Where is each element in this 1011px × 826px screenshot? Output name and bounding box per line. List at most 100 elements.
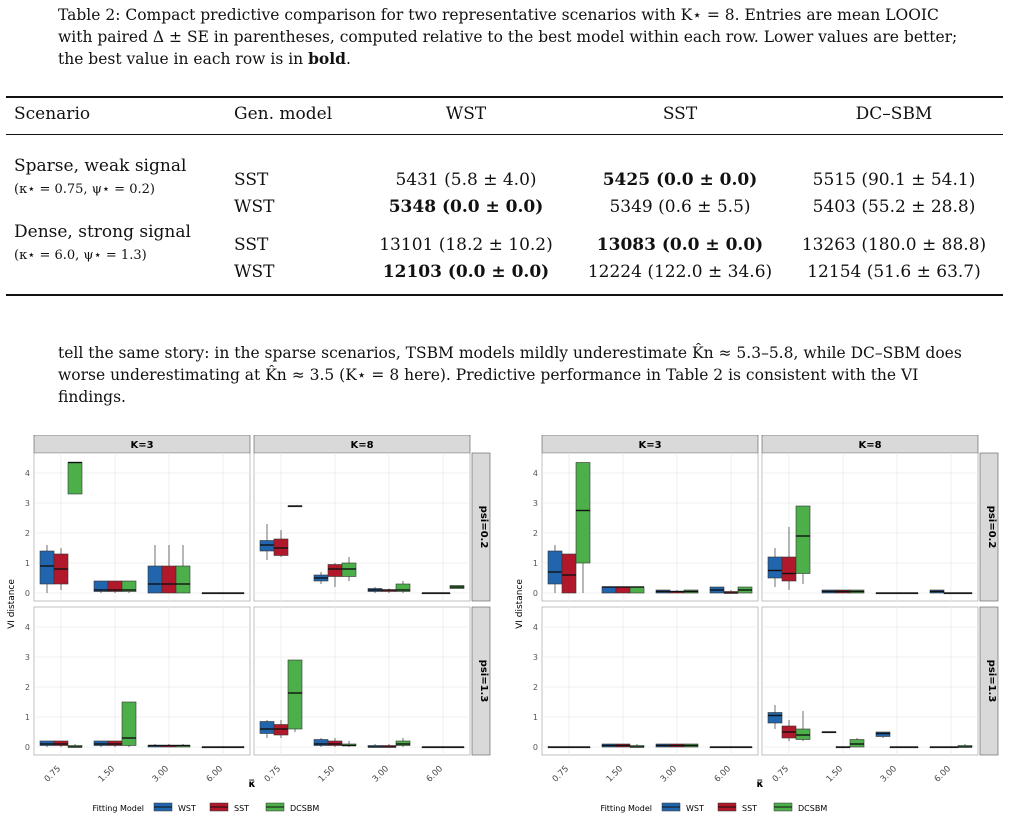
header-gen-model: Gen. model	[234, 104, 333, 124]
x-tick-label: 6.00	[713, 764, 733, 784]
box-wst	[767, 556, 783, 579]
table-caption: Table 2: Compact predictive comparison f…	[58, 4, 963, 70]
box-wst	[259, 540, 275, 552]
y-tick-label: 1	[533, 713, 538, 722]
x-axis-label: κ̅	[756, 779, 763, 790]
box-sst	[327, 740, 343, 746]
y-tick-label: 1	[25, 559, 30, 568]
x-tick-label: 6.00	[933, 764, 953, 784]
table-cell: 5403 (55.2 ± 28.8)	[812, 197, 976, 217]
table-cell-best: 13083 (0.0 ± 0.0)	[596, 235, 764, 255]
caption-bold-word: bold	[308, 49, 346, 68]
table-cell: 5349 (0.6 ± 5.5)	[609, 197, 751, 217]
box-sst	[273, 538, 289, 556]
scenario-label: Sparse, weak signal	[14, 156, 187, 176]
legend-label: WST	[686, 804, 704, 813]
gen-model-cell: SST	[234, 170, 269, 190]
y-tick-label: 0	[533, 589, 538, 598]
scenario-label: Dense, strong signal	[14, 222, 191, 242]
gen-model-cell: SST	[234, 235, 269, 255]
box-dcsbm	[795, 728, 811, 740]
box-sst	[107, 740, 123, 746]
box-dcsbm	[795, 505, 811, 574]
facet-strip	[471, 606, 491, 756]
table-cell: 5431 (5.8 ± 4.0)	[395, 170, 537, 190]
box-dcsbm	[575, 462, 591, 564]
box-wst	[39, 550, 55, 585]
facet-strip	[979, 606, 999, 756]
scenario-params: (κ⋆ = 0.75, ψ⋆ = 0.2)	[14, 182, 155, 197]
table-cell-best: 5425 (0.0 ± 0.0)	[602, 170, 758, 190]
y-tick-label: 0	[25, 589, 30, 598]
box-dcsbm	[287, 659, 303, 730]
x-tick-label: 3.00	[151, 764, 171, 784]
y-tick-label: 4	[25, 623, 30, 632]
body-paragraph: tell the same story: in the sparse scena…	[58, 344, 962, 406]
y-tick-label: 2	[533, 683, 538, 692]
caption-suffix: .	[345, 50, 351, 68]
facet-strip-label: K=8	[858, 440, 881, 451]
legend-label: DCSBM	[798, 804, 827, 813]
box-sst	[53, 740, 69, 746]
table-cell: 12154 (51.6 ± 63.7)	[807, 262, 981, 282]
legend-label: SST	[742, 804, 757, 813]
table-cell: 13101 (18.2 ± 10.2)	[379, 235, 553, 255]
y-tick-label: 0	[533, 743, 538, 752]
x-tick-label: 6.00	[425, 764, 445, 784]
x-tick-label: 0.75	[43, 764, 63, 784]
facet-strip-label: K=8	[350, 440, 373, 451]
table-cell: 12224 (122.0 ± 34.6)	[587, 262, 773, 282]
y-tick-label: 2	[25, 529, 30, 538]
box-sst	[561, 553, 577, 594]
box-wst	[39, 740, 55, 746]
header-wst: WST	[445, 104, 487, 124]
x-tick-label: 1.50	[605, 764, 625, 784]
y-tick-label: 2	[533, 529, 538, 538]
box-sst	[273, 724, 289, 736]
box-dcsbm	[849, 739, 865, 748]
legend-title: Fitting Model	[93, 804, 144, 813]
facet-panel	[33, 606, 251, 756]
x-tick-label: 0.75	[263, 764, 283, 784]
box-dcsbm	[341, 562, 357, 577]
x-tick-label: 1.50	[825, 764, 845, 784]
vi-distance-figure-right: K=3 K=8 psi=0.2 psi=1.3 VI distance 0 1 2 3 4 0 1 2 3…	[515, 435, 999, 813]
x-tick-label: 3.00	[879, 764, 899, 784]
header-sst: SST	[662, 104, 698, 124]
y-tick-label: 2	[25, 683, 30, 692]
y-tick-label: 3	[533, 653, 538, 662]
y-axis-label: VI distance	[515, 579, 525, 629]
table-bottom-rule	[6, 294, 1003, 296]
table-cell-best: 5348 (0.0 ± 0.0)	[388, 197, 544, 217]
box-sst	[615, 586, 631, 594]
y-tick-label: 4	[25, 469, 30, 478]
legend-label: WST	[178, 804, 196, 813]
y-tick-label: 1	[25, 713, 30, 722]
box-sst	[327, 564, 343, 577]
x-tick-label: 1.50	[97, 764, 117, 784]
scenario-params: (κ⋆ = 6.0, ψ⋆ = 1.3)	[14, 248, 147, 263]
legend-title: Fitting Model	[601, 804, 652, 813]
facet-strip	[471, 452, 491, 602]
box-sst	[781, 556, 797, 582]
facet-strip-label: psi=0.2	[986, 506, 997, 549]
x-axis-label: κ̅	[248, 779, 255, 790]
box-dcsbm	[395, 583, 411, 592]
box-dcsbm	[121, 580, 137, 592]
box-wst	[147, 565, 163, 594]
table-top-rule	[6, 96, 1003, 98]
box-sst	[161, 565, 177, 594]
box-wst	[93, 740, 109, 746]
x-tick-label: 1.50	[317, 764, 337, 784]
y-tick-label: 0	[25, 743, 30, 752]
x-tick-label: 6.00	[205, 764, 225, 784]
y-tick-label: 1	[533, 559, 538, 568]
y-tick-label: 3	[25, 653, 30, 662]
y-tick-label: 4	[533, 623, 538, 632]
table-cell: 5515 (90.1 ± 54.1)	[812, 170, 976, 190]
header-dcsbm: DC–SBM	[855, 104, 933, 124]
y-tick-label: 3	[25, 499, 30, 508]
facet-strip-label: psi=1.3	[986, 660, 997, 703]
caption-text: Table 2: Compact predictive comparison f…	[58, 6, 958, 68]
facet-panel	[253, 452, 471, 602]
